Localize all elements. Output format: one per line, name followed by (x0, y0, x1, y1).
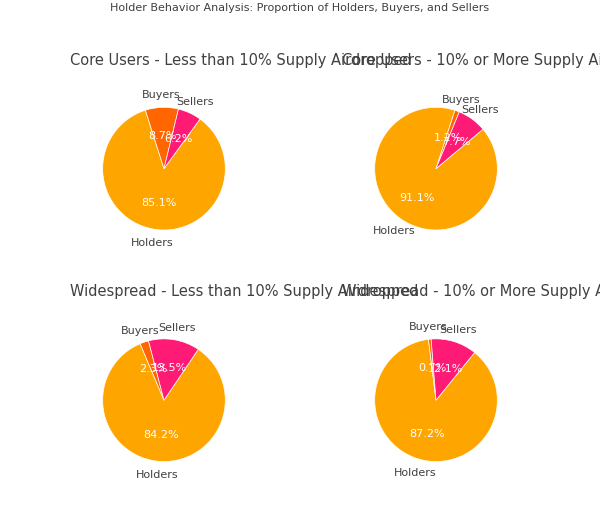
Wedge shape (103, 344, 226, 462)
Wedge shape (140, 341, 164, 401)
Text: 12.1%: 12.1% (428, 363, 464, 373)
Wedge shape (103, 111, 226, 231)
Text: 8.7%: 8.7% (149, 131, 177, 140)
Text: Buyers: Buyers (142, 90, 181, 100)
Text: Widespread - 10% or More Supply Airdropped: Widespread - 10% or More Supply Airdropp… (342, 284, 600, 299)
Text: Buyers: Buyers (409, 322, 448, 332)
Wedge shape (436, 112, 483, 169)
Text: Sellers: Sellers (158, 322, 195, 332)
Text: Widespread - Less than 10% Supply Airdropped: Widespread - Less than 10% Supply Airdro… (70, 284, 419, 299)
Text: Sellers: Sellers (439, 325, 477, 334)
Text: Buyers: Buyers (442, 95, 481, 105)
Text: 6.2%: 6.2% (164, 134, 193, 144)
Text: 85.1%: 85.1% (141, 197, 176, 208)
Wedge shape (428, 340, 436, 401)
Text: 1.2%: 1.2% (433, 133, 462, 143)
Text: Holder Behavior Analysis: Proportion of Holders, Buyers, and Sellers: Holder Behavior Analysis: Proportion of … (110, 3, 490, 13)
Text: Buyers: Buyers (121, 325, 160, 335)
Text: Sellers: Sellers (176, 97, 214, 107)
Text: 2.3%: 2.3% (139, 363, 167, 374)
Wedge shape (145, 108, 178, 169)
Text: Core Users - Less than 10% Supply Airdropped: Core Users - Less than 10% Supply Airdro… (70, 52, 412, 68)
Wedge shape (164, 110, 200, 169)
Text: 13.5%: 13.5% (152, 362, 187, 372)
Text: 84.2%: 84.2% (143, 429, 179, 439)
Text: Holders: Holders (136, 469, 178, 479)
Wedge shape (431, 339, 475, 401)
Text: 7.7%: 7.7% (442, 137, 470, 147)
Text: 0.7%: 0.7% (418, 362, 447, 372)
Text: Sellers: Sellers (461, 104, 499, 115)
Wedge shape (374, 340, 497, 462)
Wedge shape (149, 339, 198, 401)
Text: Holders: Holders (373, 226, 416, 236)
Text: Holders: Holders (131, 238, 173, 247)
Text: 91.1%: 91.1% (400, 192, 435, 202)
Wedge shape (436, 111, 459, 169)
Text: Holders: Holders (394, 467, 437, 477)
Text: Core Users - 10% or More Supply Airdropped: Core Users - 10% or More Supply Airdropp… (342, 52, 600, 68)
Wedge shape (374, 108, 497, 231)
Text: 87.2%: 87.2% (409, 428, 445, 438)
